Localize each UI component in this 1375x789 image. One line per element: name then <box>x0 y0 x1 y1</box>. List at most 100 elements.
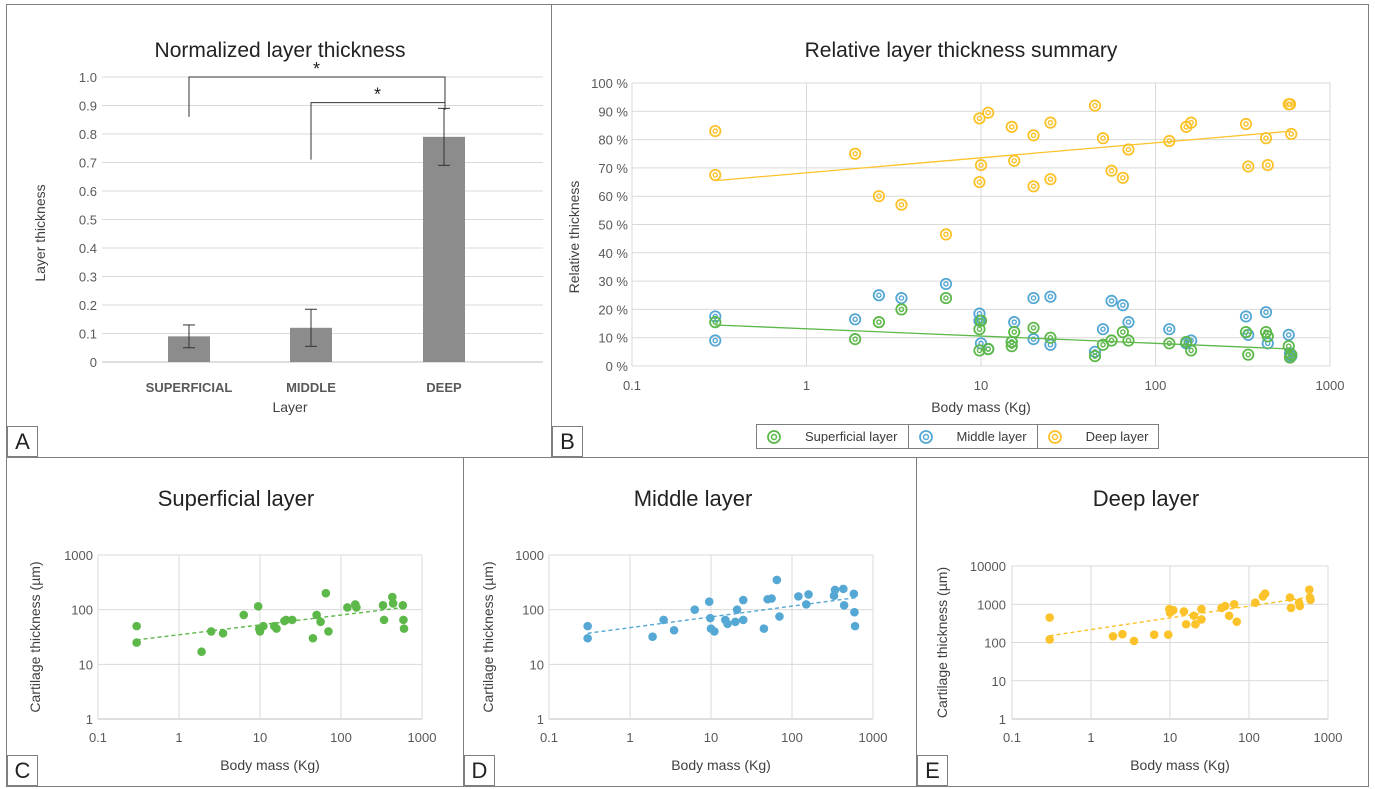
data-point <box>850 621 860 631</box>
data-point <box>272 624 281 633</box>
data-point-inner <box>976 179 983 185</box>
y-tick-label: 0 <box>90 355 97 370</box>
significance-star: * <box>313 59 320 79</box>
data-point <box>399 624 409 633</box>
data-point <box>388 599 398 608</box>
x-axis-label: Body mass (Kg) <box>931 399 1031 415</box>
data-point <box>197 647 206 657</box>
data-point <box>379 615 389 625</box>
x-tick-label: 1000 <box>1316 378 1345 393</box>
data-point <box>1045 613 1054 622</box>
data-point <box>1122 143 1135 156</box>
data-point <box>973 344 986 357</box>
data-point-inner <box>1120 329 1126 335</box>
data-point <box>1239 310 1253 323</box>
data-point <box>973 112 986 125</box>
chart-title: Normalized layer thickness <box>155 39 406 62</box>
data-point <box>1282 340 1295 353</box>
data-point-inner <box>1264 333 1271 340</box>
legend-label-deep: Deep layer <box>1085 429 1149 444</box>
data-point <box>709 334 722 347</box>
data-point-inner <box>712 337 719 344</box>
y-tick-label: 10 <box>79 657 93 672</box>
data-point <box>849 333 862 346</box>
data-point-inner <box>712 319 719 325</box>
superficial-marker-icon <box>767 429 781 444</box>
deep-marker-icon <box>1047 429 1062 444</box>
panel-letter: A <box>7 426 38 457</box>
data-point-inner <box>1125 319 1132 325</box>
data-point <box>1027 333 1040 346</box>
data-point <box>759 624 769 633</box>
data-point-inner <box>1030 132 1037 139</box>
y-tick-label: 1000 <box>977 597 1006 612</box>
y-axis-label: Cartilage thickness (µm) <box>934 567 950 718</box>
data-point <box>1088 99 1102 112</box>
data-point-inner <box>1108 167 1115 174</box>
scatter-chart-middle: Middle layer 1 10 100 1000 0.1 1 10 100 1000 Body … <box>480 486 887 773</box>
chart-title: Deep layer <box>1093 486 1199 511</box>
y-tick-label: 100 <box>984 636 1006 651</box>
data-point-inner <box>1047 293 1054 300</box>
data-point-inner <box>1288 351 1295 358</box>
data-point <box>398 601 408 610</box>
legend-item-superficial: Superficial layer <box>757 425 909 448</box>
data-point <box>1295 601 1305 611</box>
data-point-inner <box>1030 324 1037 331</box>
y-tick-label: 1000 <box>64 548 93 563</box>
data-point <box>1005 340 1018 353</box>
x-tick-label: 10 <box>253 730 267 745</box>
data-point <box>872 190 886 203</box>
y-tick-label: 0.9 <box>79 99 97 114</box>
y-tick-label: 10 <box>992 674 1006 689</box>
data-point-inner <box>943 295 949 301</box>
data-point-inner <box>943 281 949 287</box>
trendline <box>1049 596 1311 637</box>
legend-label-superficial: Superficial layer <box>805 429 898 444</box>
data-point <box>804 590 813 599</box>
data-point <box>1260 589 1270 598</box>
data-point <box>1044 173 1057 186</box>
data-point <box>287 615 297 625</box>
data-point <box>731 617 740 627</box>
x-tick-label: 10 <box>974 378 988 393</box>
data-point <box>1105 294 1118 308</box>
data-point <box>974 158 988 172</box>
scatter-chart-relative-thickness: Relative layer thickness summary 0 % 10 % 2… <box>566 39 1345 415</box>
data-point-inner <box>1263 309 1269 316</box>
x-tick-label: 1 <box>803 378 810 393</box>
data-point-inner <box>876 193 882 199</box>
data-point <box>1197 615 1206 624</box>
data-point-inner <box>1011 319 1018 325</box>
legend-label-middle: Middle layer <box>956 429 1027 444</box>
y-tick-label: 60 % <box>598 189 628 204</box>
data-point <box>1305 585 1314 595</box>
x-tick-label: 10 <box>1163 730 1177 745</box>
data-point-inner <box>898 295 905 301</box>
data-point <box>973 175 986 189</box>
data-point <box>1008 154 1021 167</box>
data-point <box>1189 611 1199 621</box>
chart-title: Middle layer <box>634 486 753 511</box>
data-point <box>1242 348 1255 361</box>
data-point <box>1116 299 1129 312</box>
data-point <box>352 603 361 612</box>
data-point <box>1181 619 1191 629</box>
data-point-inner <box>1047 334 1054 341</box>
data-point-inner <box>985 109 992 116</box>
data-point-inner <box>1243 121 1249 127</box>
y-tick-label: 100 <box>71 603 93 618</box>
data-point <box>583 621 592 631</box>
data-point-inner <box>1030 295 1037 301</box>
data-point-inner <box>1100 326 1106 333</box>
x-tick-label: 1000 <box>408 730 437 745</box>
data-point-inner <box>712 172 719 178</box>
y-tick-label: 0.5 <box>79 213 97 228</box>
data-point-inner <box>1264 162 1271 168</box>
data-point <box>1283 98 1297 111</box>
y-tick-label: 1 <box>999 712 1006 727</box>
data-point <box>324 627 333 636</box>
data-point <box>1285 127 1298 141</box>
data-point-inner <box>1047 176 1054 183</box>
y-tick-label: 50 % <box>598 218 628 233</box>
